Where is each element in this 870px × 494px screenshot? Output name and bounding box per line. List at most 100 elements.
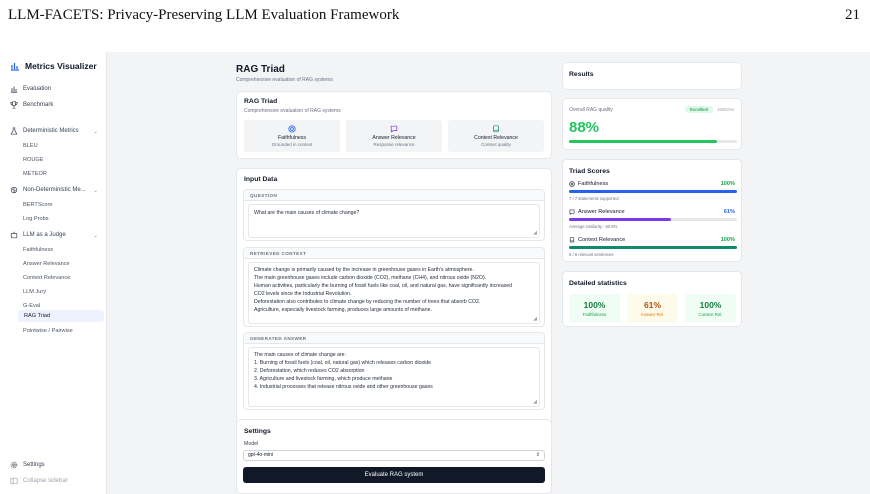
app-window: Metrics Visualizer Evaluation Benchmark … <box>0 52 870 494</box>
sidebar-item-non-deterministic-metrics[interactable]: Non-Deterministic Me... ⌄ <box>10 186 104 194</box>
question-input[interactable]: What are the main causes of climate chan… <box>248 204 540 238</box>
message-icon <box>390 125 398 133</box>
resize-handle-icon[interactable]: ◢ <box>533 316 537 322</box>
context-line: Deforestation also contributes to climat… <box>254 299 481 305</box>
overall-label: Overall RAG quality <box>569 107 613 113</box>
card-title: Settings <box>244 428 271 435</box>
page-subtitle: Comprehensive evaluation of RAG systems <box>236 77 333 83</box>
stat-label: Answer Rel. <box>640 312 665 317</box>
sidebar-subitem-context-relevance[interactable]: Context Relevance <box>23 275 71 281</box>
context-line: Climate change is primarily caused by th… <box>254 267 474 273</box>
answer-line: 4. Industrial processes that release nit… <box>254 384 433 390</box>
metric-faithfulness: Faithfulness Grounded in context <box>244 120 340 152</box>
collapse-sidebar-button[interactable]: Collapse sidebar <box>10 477 104 485</box>
stat-label: Context Rel. <box>698 312 723 317</box>
section-heading: GENERATED ANSWER <box>244 333 544 344</box>
detailed-statistics-card: Detailed statistics 100% Faithfulness 61… <box>562 271 742 327</box>
stat-faithfulness: 100% Faithfulness <box>569 294 620 322</box>
sidebar-subitem-bertscore[interactable]: BERTScore <box>23 202 53 208</box>
score-note: Average similarity : 60.8% <box>569 224 618 229</box>
trophy-icon <box>10 101 18 109</box>
context-input[interactable]: Climate change is primarily caused by th… <box>248 262 540 324</box>
sidebar-subitem-llm-jury[interactable]: LLM Jury <box>23 289 47 295</box>
page-number: 21 <box>845 7 860 23</box>
sidebar-item-benchmark[interactable]: Benchmark <box>10 101 104 109</box>
stat-answer-relevance: 61% Answer Rel. <box>627 294 678 322</box>
triad-scores-title: Triad Scores <box>569 168 610 175</box>
sidebar-subitem-pointwise-pairwise[interactable]: Pointwise / Pairwise <box>23 328 73 334</box>
answer-section: GENERATED ANSWER The main causes of clim… <box>243 332 545 410</box>
context-line: Agriculture, especially livestock farmin… <box>254 307 432 313</box>
document-icon <box>569 237 575 243</box>
question-section: QUESTION What are the main causes of cli… <box>243 189 545 241</box>
sidebar-item-label: Collapse sidebar <box>23 478 68 484</box>
overall-progress-fill <box>569 140 717 143</box>
context-section: RETRIEVED CONTEXT Climate change is prim… <box>243 247 545 327</box>
score-label: Context Relevance <box>578 237 626 243</box>
sidebar-item-deterministic-metrics[interactable]: Deterministic Metrics ⌄ <box>10 127 104 135</box>
answer-line: 3. Agriculture and livestock farming, wh… <box>254 376 393 382</box>
metric-answer-relevance: Answer Relevance Response relevance <box>346 120 442 152</box>
overall-value: 88% <box>569 119 600 136</box>
score-track <box>569 218 737 221</box>
context-line: CO2 levels since the Industrial Revoluti… <box>254 291 352 297</box>
stat-label: Faithfulness <box>582 312 607 317</box>
resize-handle-icon[interactable]: ◢ <box>533 230 537 236</box>
metric-label: Context Relevance <box>474 135 518 141</box>
score-label: Answer Relevance <box>578 209 625 215</box>
sidebar-item-settings[interactable]: Settings <box>10 461 104 469</box>
stat-value: 100% <box>583 300 606 310</box>
model-value: gpt-4o-mini <box>248 452 274 458</box>
sidebar-item-label: Deterministic Metrics <box>23 128 79 134</box>
model-label: Model <box>244 441 259 447</box>
answer-input[interactable]: The main causes of climate change are: 1… <box>248 347 540 407</box>
score-note: 7 / 7 statements supported <box>569 196 619 201</box>
paper-title: LLM-FACETS: Privacy-Preserving LLM Evalu… <box>8 7 400 23</box>
card-title: RAG Triad <box>244 98 278 105</box>
brand[interactable]: Metrics Visualizer <box>10 61 97 71</box>
robot-icon <box>10 231 18 239</box>
metric-context-relevance: Context Relevance Context quality <box>448 120 544 152</box>
results-title: Results <box>569 71 594 78</box>
sidebar-subitem-faithfulness[interactable]: Faithfulness <box>23 247 54 253</box>
score-fill <box>569 218 672 221</box>
sidebar-item-label: Benchmark <box>23 102 54 108</box>
rag-triad-card: RAG Triad Comprehensive evaluation of RA… <box>236 91 552 159</box>
input-data-card: Input Data QUESTION What are the main ca… <box>236 168 552 463</box>
model-select[interactable]: gpt-4o-mini ⇕ <box>243 450 545 461</box>
card-title: Input Data <box>244 176 278 183</box>
score-label-answer-relevance: Answer Relevance <box>569 209 625 215</box>
sidebar-subitem-answer-relevance[interactable]: Answer Relevance <box>23 261 70 267</box>
score-note: 6 / 6 relevant sentences <box>569 252 614 257</box>
brand-title: Metrics Visualizer <box>25 61 97 71</box>
sidebar-item-llm-as-a-judge[interactable]: LLM as a Judge ⌄ <box>10 231 104 239</box>
score-label-faithfulness: Faithfulness <box>569 181 608 187</box>
target-icon <box>288 125 296 133</box>
sidebar-subitem-rag-triad[interactable]: RAG Triad <box>18 310 104 322</box>
sidebar-subitem-bleu[interactable]: BLEU <box>23 143 38 149</box>
collapse-icon <box>10 477 18 485</box>
sidebar-item-label: Evaluation <box>23 86 52 92</box>
document-icon <box>493 125 499 133</box>
evaluate-button[interactable]: Evaluate RAG system <box>243 467 545 483</box>
sidebar-subitem-rouge[interactable]: ROUGE <box>23 157 44 163</box>
sidebar-subitem-meteor[interactable]: METEOR <box>23 171 47 177</box>
sidebar-item-label: LLM as a Judge <box>23 232 66 238</box>
metric-desc: Response relevance <box>373 142 415 147</box>
score-fill <box>569 246 737 249</box>
bar-chart-icon <box>10 85 18 93</box>
sidebar-subitem-log-probs[interactable]: Log Probs <box>23 216 49 222</box>
score-value: 61% <box>723 209 735 215</box>
score-value: 100% <box>720 237 735 243</box>
context-line: The main greenhouse gases include carbon… <box>254 275 487 281</box>
paper-header: LLM-FACETS: Privacy-Preserving LLM Evalu… <box>0 0 870 40</box>
metric-desc: Context quality <box>481 142 511 147</box>
sidebar-subitem-g-eval[interactable]: G-Eval <box>23 303 41 309</box>
metric-label: Faithfulness <box>278 135 306 141</box>
triad-scores-card: Triad Scores Faithfulness 100% 7 / 7 sta… <box>562 159 742 262</box>
answer-line: The main causes of climate change are: <box>254 352 346 358</box>
target-icon <box>569 181 575 187</box>
sidebar-item-evaluation[interactable]: Evaluation <box>10 85 104 93</box>
resize-handle-icon[interactable]: ◢ <box>533 399 537 405</box>
status-badge: Excellent <box>685 106 714 113</box>
